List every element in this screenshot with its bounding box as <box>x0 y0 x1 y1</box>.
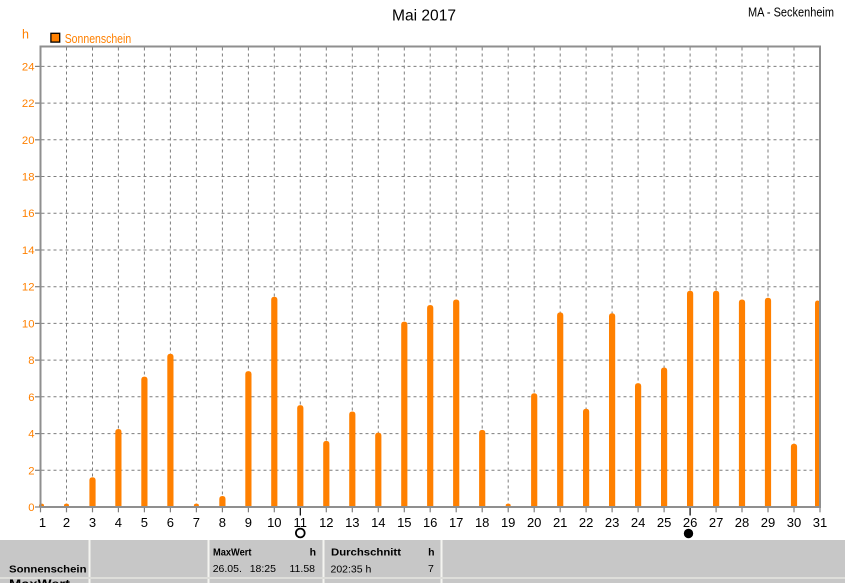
svg-text:20: 20 <box>22 135 35 147</box>
svg-text:6: 6 <box>28 392 34 404</box>
svg-text:17: 17 <box>449 515 463 530</box>
svg-text:18: 18 <box>475 515 489 530</box>
svg-text:7: 7 <box>428 563 434 575</box>
svg-text:14: 14 <box>22 245 35 257</box>
svg-text:202:35 h: 202:35 h <box>331 563 372 575</box>
svg-text:3: 3 <box>89 515 96 530</box>
svg-text:21: 21 <box>553 515 567 530</box>
svg-text:MA - Seckenheim: MA - Seckenheim <box>748 5 834 20</box>
svg-text:30: 30 <box>787 515 801 530</box>
svg-text:MaxWert: MaxWert <box>213 547 252 559</box>
svg-text:22: 22 <box>22 98 35 110</box>
svg-text:4: 4 <box>28 429 34 441</box>
svg-text:24: 24 <box>631 515 645 530</box>
svg-text:MaxWert: MaxWert <box>9 577 70 583</box>
svg-text:Durchschnitt: Durchschnitt <box>331 547 402 559</box>
svg-text:28: 28 <box>735 515 749 530</box>
svg-text:11: 11 <box>294 515 308 530</box>
svg-text:16: 16 <box>423 515 437 530</box>
svg-text:9: 9 <box>245 515 252 530</box>
svg-text:10: 10 <box>267 515 281 530</box>
svg-text:10: 10 <box>22 318 35 330</box>
svg-text:31: 31 <box>813 515 827 530</box>
svg-text:1: 1 <box>39 515 46 530</box>
svg-text:23: 23 <box>605 515 619 530</box>
svg-text:12: 12 <box>22 282 35 294</box>
svg-text:24: 24 <box>22 61 35 73</box>
svg-text:Sonnenschein: Sonnenschein <box>65 32 132 46</box>
svg-text:h: h <box>428 547 434 559</box>
svg-text:26: 26 <box>683 515 697 530</box>
svg-text:7: 7 <box>193 515 200 530</box>
svg-text:14: 14 <box>371 515 385 530</box>
svg-text:8: 8 <box>28 355 34 367</box>
svg-text:15: 15 <box>397 515 411 530</box>
svg-text:4: 4 <box>115 515 122 530</box>
svg-text:h: h <box>310 547 316 559</box>
svg-text:29: 29 <box>761 515 775 530</box>
svg-text:20: 20 <box>527 515 541 530</box>
svg-text:0: 0 <box>28 502 34 514</box>
svg-text:18:25: 18:25 <box>250 563 276 575</box>
svg-text:11.58: 11.58 <box>290 563 316 575</box>
svg-text:2: 2 <box>28 465 34 477</box>
svg-text:5: 5 <box>141 515 148 530</box>
svg-text:22: 22 <box>579 515 593 530</box>
svg-text:18: 18 <box>22 172 35 184</box>
svg-text:12: 12 <box>319 515 333 530</box>
svg-text:6: 6 <box>167 515 174 530</box>
svg-text:25: 25 <box>657 515 671 530</box>
svg-text:Sonnenschein: Sonnenschein <box>9 563 87 575</box>
svg-text:8: 8 <box>219 515 226 530</box>
svg-text:2: 2 <box>63 515 70 530</box>
svg-text:19: 19 <box>501 515 515 530</box>
svg-text:16: 16 <box>22 208 35 220</box>
svg-text:26.05.: 26.05. <box>213 563 242 575</box>
svg-text:h: h <box>22 28 29 42</box>
svg-text:27: 27 <box>709 515 723 530</box>
svg-text:13: 13 <box>345 515 359 530</box>
svg-text:Mai 2017: Mai 2017 <box>392 8 456 25</box>
